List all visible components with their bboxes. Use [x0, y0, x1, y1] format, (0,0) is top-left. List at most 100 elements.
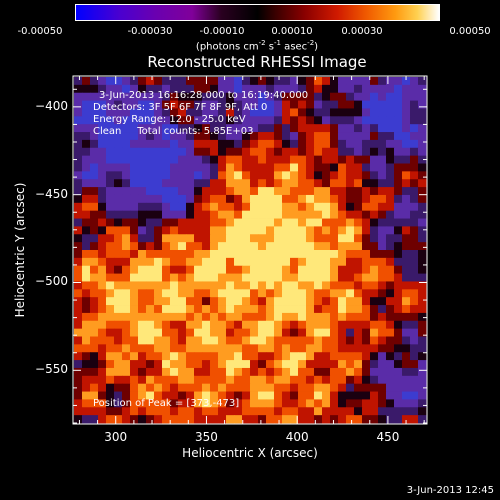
heatmap-cell	[106, 297, 115, 306]
heatmap-cell	[162, 187, 171, 196]
heatmap-cell	[250, 92, 259, 101]
heatmap-cell	[362, 383, 371, 392]
heatmap-cell	[90, 234, 99, 243]
heatmap-cell	[162, 360, 171, 369]
heatmap-cell	[138, 139, 147, 149]
heatmap-cell	[410, 155, 419, 164]
heatmap-cell	[250, 139, 259, 149]
heatmap-cell	[354, 336, 363, 345]
annotation-clean: Clean Total counts: 5.85E+03	[93, 126, 254, 137]
heatmap-cell	[98, 281, 107, 290]
heatmap-cell	[378, 116, 387, 125]
heatmap-cell	[234, 77, 243, 86]
heatmap-cell	[410, 234, 419, 243]
heatmap-cell	[266, 344, 275, 353]
heatmap-cell	[74, 297, 83, 306]
heatmap-cell	[130, 234, 139, 243]
heatmap-cell	[210, 194, 219, 204]
heatmap-cell	[154, 116, 163, 125]
heatmap-cell	[234, 375, 243, 385]
heatmap-cell	[170, 250, 179, 259]
heatmap-cell	[210, 281, 219, 290]
heatmap-cell	[378, 250, 387, 259]
heatmap-cell	[106, 383, 115, 392]
heatmap-cell	[274, 312, 283, 322]
heatmap-cell	[82, 415, 91, 424]
heatmap-cell	[418, 265, 427, 274]
heatmap-cell	[98, 273, 107, 282]
heatmap-cell	[338, 312, 347, 322]
heatmap-cell	[274, 391, 283, 400]
heatmap-cell	[418, 108, 427, 117]
heatmap-cell	[354, 92, 363, 101]
heatmap-cell	[122, 367, 131, 377]
heatmap-cell	[378, 375, 387, 385]
heatmap-cell	[178, 147, 187, 157]
heatmap-cell	[170, 163, 179, 172]
heatmap-cell	[314, 328, 323, 337]
heatmap-cell	[386, 257, 395, 267]
heatmap-cell	[410, 163, 419, 172]
heatmap-cell	[258, 352, 267, 361]
heatmap-cell	[258, 132, 267, 141]
heatmap-cell	[194, 415, 203, 424]
heatmap-cell	[114, 320, 123, 330]
heatmap-cell	[210, 124, 219, 133]
heatmap-cell	[330, 92, 339, 101]
heatmap-cell	[362, 273, 371, 282]
heatmap-cell	[338, 218, 347, 227]
heatmap-cell	[194, 108, 203, 117]
heatmap-cell	[306, 218, 315, 227]
heatmap-cell	[242, 257, 251, 267]
heatmap-cell	[322, 108, 331, 117]
heatmap-cell	[338, 250, 347, 259]
heatmap-cell	[138, 415, 147, 424]
heatmap-cell	[154, 289, 163, 298]
heatmap-cell	[146, 297, 155, 306]
heatmap-cell	[106, 163, 115, 172]
heatmap-cell	[122, 163, 131, 172]
heatmap-cell	[146, 147, 155, 157]
heatmap-cell	[338, 139, 347, 149]
heatmap-cell	[250, 100, 259, 109]
heatmap-cell	[146, 273, 155, 282]
heatmap-cell	[386, 415, 395, 424]
heatmap-cell	[306, 179, 315, 188]
heatmap-cell	[186, 84, 195, 94]
heatmap-cell	[410, 77, 419, 86]
colorbar-tick-label: 0.00010	[271, 26, 313, 37]
heatmap-cell	[322, 320, 331, 330]
heatmap-cell	[282, 257, 291, 267]
heatmap-cell	[178, 289, 187, 298]
heatmap-cell	[322, 132, 331, 141]
heatmap-cell	[178, 218, 187, 227]
heatmap-cell	[410, 391, 419, 400]
heatmap-cell	[130, 273, 139, 282]
heatmap-cell	[194, 265, 203, 274]
heatmap-cell	[386, 320, 395, 330]
heatmap-cell	[218, 383, 227, 392]
heatmap-cell	[170, 265, 179, 274]
heatmap-cell	[122, 305, 131, 314]
heatmap-cell	[362, 320, 371, 330]
heatmap-cell	[210, 352, 219, 361]
heatmap-cell	[242, 383, 251, 392]
heatmap-cell	[258, 139, 267, 149]
heatmap-cell	[322, 352, 331, 361]
heatmap-cell	[226, 297, 235, 306]
heatmap-cell	[362, 84, 371, 94]
heatmap-cell	[162, 171, 171, 180]
heatmap-cell	[138, 202, 147, 212]
heatmap-cell	[418, 360, 427, 369]
heatmap-cell	[154, 336, 163, 345]
heatmap-cell	[354, 399, 363, 408]
heatmap-cell	[274, 147, 283, 157]
heatmap-cell	[106, 132, 115, 141]
heatmap-cell	[146, 108, 155, 117]
heatmap-cell	[314, 187, 323, 196]
heatmap-cell	[234, 92, 243, 101]
heatmap-cell	[106, 391, 115, 400]
heatmap-cell	[218, 179, 227, 188]
heatmap-cell	[338, 234, 347, 243]
heatmap-cell	[346, 132, 355, 141]
